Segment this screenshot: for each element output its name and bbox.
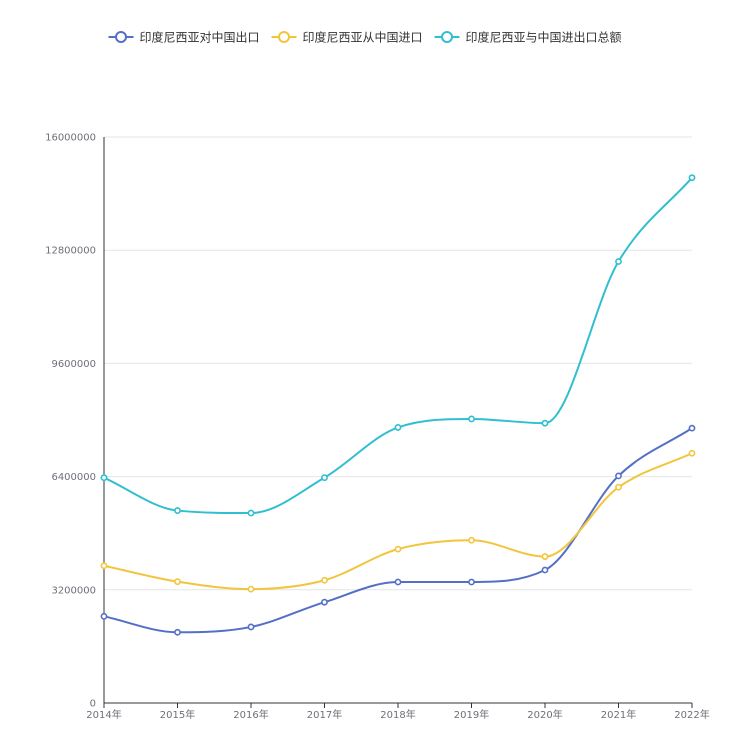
data-point <box>468 578 475 586</box>
x-tick-label: 2021年 <box>601 708 636 721</box>
data-point <box>247 585 255 593</box>
data-point <box>247 509 255 517</box>
y-tick-label: 6400000 <box>51 472 96 483</box>
y-tick-label: 9600000 <box>51 359 96 370</box>
x-tick-label: 2014年 <box>86 708 121 721</box>
y-tick-label: 0 <box>90 699 96 710</box>
x-tick-label: 2017年 <box>307 708 342 721</box>
data-point <box>615 258 622 265</box>
data-point <box>321 598 328 606</box>
grid-lines <box>104 136 692 591</box>
legend-label: 印度尼西亚对中国出口 <box>140 30 260 45</box>
data-point <box>541 566 549 574</box>
y-tick-label: 16000000 <box>45 133 96 144</box>
data-point <box>174 628 181 636</box>
y-tick-label: 3200000 <box>51 585 96 596</box>
data-point <box>100 562 108 570</box>
legend-circle-icon <box>278 31 290 43</box>
x-tick-label: 2016年 <box>233 708 268 721</box>
legend-circle-icon <box>115 31 127 43</box>
x-tick-label: 2020年 <box>527 708 562 721</box>
legend-item-1: 印度尼西亚对中国出口 <box>108 30 260 45</box>
legend-label: 印度尼西亚从中国进口 <box>303 30 423 45</box>
data-point <box>394 424 402 431</box>
data-point <box>394 578 402 586</box>
x-tick-label: 2018年 <box>380 708 415 721</box>
series-lines <box>100 174 696 636</box>
legend-item-3: 印度尼西亚与中国进出口总额 <box>434 30 622 45</box>
data-point <box>394 545 402 553</box>
x-tick-label: 2022年 <box>674 708 709 721</box>
x-tick-label: 2015年 <box>160 708 195 721</box>
legend-item-2: 印度尼西亚从中国进口 <box>271 30 423 45</box>
data-point <box>100 474 108 482</box>
data-point <box>541 419 549 427</box>
data-point <box>100 612 108 620</box>
legend-label: 印度尼西亚与中国进出口总额 <box>466 30 622 45</box>
x-tick-label: 2019年 <box>454 708 489 721</box>
y-tick-label: 12800000 <box>45 246 96 257</box>
data-point <box>247 623 255 631</box>
series-line-2 <box>103 452 693 591</box>
legend-circle-icon <box>441 31 453 43</box>
data-point <box>688 424 696 432</box>
data-point <box>688 449 696 457</box>
axes <box>103 137 693 708</box>
data-point <box>321 474 328 482</box>
legend: 印度尼西亚对中国出口 印度尼西亚从中国进口 印度尼西亚与中国进出口总额 <box>108 30 622 45</box>
series-line-3 <box>103 177 693 515</box>
data-point <box>468 536 475 544</box>
data-point <box>321 576 328 584</box>
data-point <box>541 553 549 560</box>
data-point <box>615 483 622 491</box>
series-line-1 <box>103 427 693 634</box>
data-point <box>615 472 622 480</box>
data-point <box>468 415 475 423</box>
data-point <box>174 507 181 514</box>
data-point <box>174 578 181 586</box>
data-point <box>688 174 696 182</box>
tick-labels: 0 3200000 6400000 9600000 12800000 16000000 20… <box>45 133 710 722</box>
